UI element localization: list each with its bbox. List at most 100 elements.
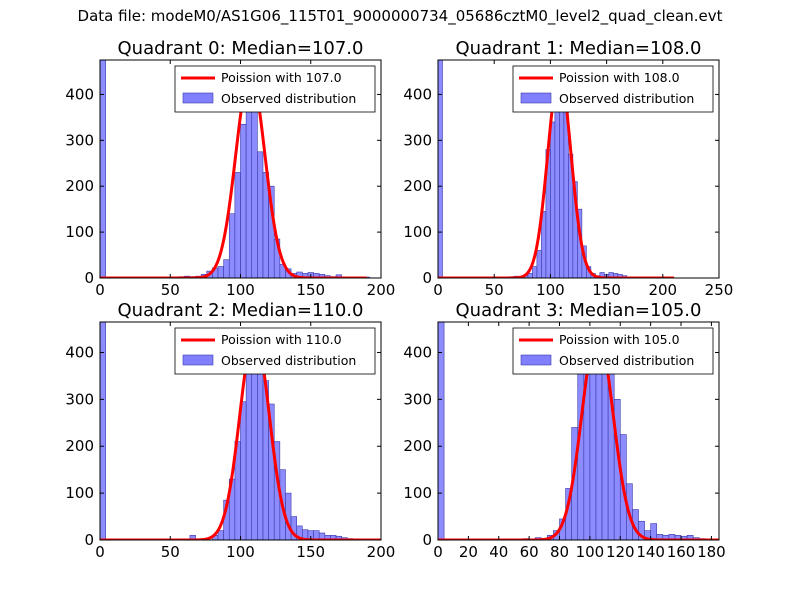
- legend: Poission with 108.0 Observed distribution: [512, 65, 714, 113]
- quadrant-1-panel: 0 50 100 150 200 250 0 100 200 300 400 Quadrant 1: …: [403, 38, 733, 299]
- histogram-bar: [257, 151, 264, 278]
- histogram-bar: [251, 349, 258, 540]
- x-tick-label: 250: [705, 281, 734, 299]
- histogram-bar: [100, 60, 106, 278]
- y-tick-label: 0: [84, 269, 94, 287]
- histogram-bar: [438, 322, 445, 540]
- legend-box: [174, 65, 376, 113]
- axes-frame: [437, 59, 720, 279]
- legend-fit-label: Poission with 110.0: [221, 332, 342, 347]
- histogram-bar: [550, 121, 556, 278]
- y-tick-label: 400: [403, 343, 432, 361]
- histogram-bars: [438, 322, 706, 540]
- histogram-bars: [100, 322, 354, 540]
- histogram-bar: [554, 89, 560, 278]
- y-tick-label: 0: [84, 531, 94, 549]
- legend-hist-label: Observed distribution: [559, 353, 694, 368]
- histogram-bar: [217, 530, 224, 540]
- legend-fit-label: Poission with 107.0: [221, 70, 342, 85]
- x-tick-label: 50: [161, 543, 180, 561]
- histogram-bar: [438, 60, 443, 278]
- histogram-bar: [240, 401, 247, 540]
- panel-title: Quadrant 0: Median=107.0: [118, 38, 364, 59]
- x-tick-label: 100: [226, 543, 255, 561]
- histogram-bar: [532, 266, 538, 278]
- y-tick-label: 100: [403, 484, 432, 502]
- x-tick-label: 0: [433, 543, 443, 561]
- y-tick-label: 0: [422, 269, 432, 287]
- x-tick-label: 200: [367, 543, 396, 561]
- legend-box: [512, 65, 714, 113]
- legend-fit-label: Poission with 105.0: [559, 332, 680, 347]
- y-tick-label: 100: [65, 223, 94, 241]
- y-tick-label: 300: [403, 390, 432, 408]
- panel-title: Quadrant 2: Median=110.0: [118, 300, 364, 321]
- x-tick-label: 160: [667, 543, 696, 561]
- legend-hist-label: Observed distribution: [221, 91, 356, 106]
- histogram-bar: [240, 123, 247, 278]
- histogram-bar: [251, 94, 258, 278]
- x-tick-label: 100: [576, 543, 605, 561]
- y-tick-label: 400: [65, 85, 94, 103]
- histogram-bar: [100, 322, 106, 540]
- y-tick-label: 400: [403, 85, 432, 103]
- y-tick-label: 200: [403, 177, 432, 195]
- y-tick-label: 0: [422, 531, 432, 549]
- x-tick-label: 150: [592, 281, 621, 299]
- legend-box: [174, 327, 376, 375]
- histogram-bar: [595, 352, 603, 540]
- y-tick-label: 300: [65, 131, 94, 149]
- legend-hist-swatch: [520, 354, 552, 366]
- x-tick-label: 20: [459, 543, 478, 561]
- y-tick-label: 200: [403, 437, 432, 455]
- y-tick-label: 200: [65, 437, 94, 455]
- histogram-bar: [223, 259, 230, 278]
- histogram-bar: [217, 266, 224, 278]
- legend-hist-swatch: [182, 92, 214, 104]
- x-tick-label: 180: [697, 543, 726, 561]
- poisson-fit-line: [100, 332, 381, 540]
- legend-hist-swatch: [182, 354, 214, 366]
- axes-frame: [437, 321, 720, 541]
- histogram-bar: [234, 172, 241, 278]
- x-tick-label: 0: [95, 543, 105, 561]
- x-tick-label: 60: [520, 543, 539, 561]
- legend-hist-label: Observed distribution: [559, 91, 694, 106]
- legend-box: [512, 327, 714, 375]
- x-tick-label: 80: [550, 543, 569, 561]
- y-tick-label: 200: [65, 177, 94, 195]
- quadrant-3-panel: 0 20 40 60 80 100 120 140 160 1800100200300400Qua…: [403, 300, 725, 561]
- poisson-fit-line: [100, 72, 368, 278]
- legend: Poission with 107.0 Observed distribution: [174, 65, 376, 113]
- y-tick-label: 100: [403, 223, 432, 241]
- legend: Poission with 110.0 Observed distribution: [174, 327, 376, 375]
- histogram-bars: [100, 60, 371, 278]
- histogram-bar: [189, 535, 196, 540]
- x-tick-label: 200: [367, 281, 396, 299]
- legend-fit-label: Poission with 108.0: [559, 70, 680, 85]
- x-tick-label: 120: [606, 543, 635, 561]
- legend-hist-swatch: [520, 92, 552, 104]
- histogram-bar: [228, 213, 236, 278]
- y-tick-label: 300: [65, 390, 94, 408]
- legend-hist-label: Observed distribution: [221, 353, 356, 368]
- x-tick-label: 100: [226, 281, 255, 299]
- poisson-fit-line: [438, 329, 719, 540]
- panel-title: Quadrant 1: Median=108.0: [456, 38, 702, 59]
- figure-title: Data file: modeM0/AS1G06_115T01_90000007…: [77, 7, 723, 25]
- y-tick-label: 400: [65, 343, 94, 361]
- x-tick-label: 0: [95, 281, 105, 299]
- x-tick-label: 150: [296, 281, 325, 299]
- x-tick-label: 50: [485, 281, 504, 299]
- x-tick-label: 100: [536, 281, 565, 299]
- y-tick-label: 100: [65, 484, 94, 502]
- y-tick-label: 300: [403, 131, 432, 149]
- x-tick-label: 0: [433, 281, 443, 299]
- quadrant-2-panel: 0 50 100 150 200 0 100 200 300 400 Quadrant 2: Med…: [65, 300, 395, 561]
- x-tick-label: 140: [636, 543, 665, 561]
- legend: Poission with 105.0 Observed distribution: [512, 327, 714, 375]
- x-tick-label: 40: [489, 543, 508, 561]
- x-tick-label: 200: [648, 281, 677, 299]
- histogram-bar: [650, 523, 658, 540]
